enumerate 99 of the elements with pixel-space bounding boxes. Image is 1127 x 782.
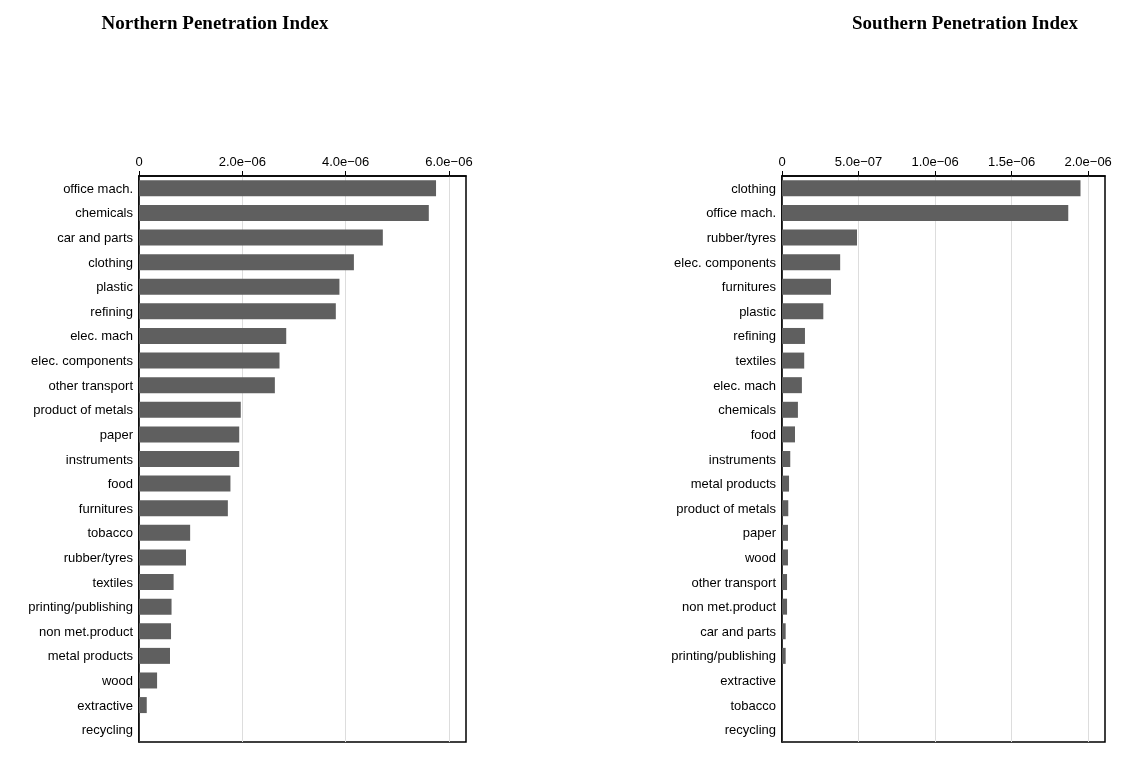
- x-tick-label: 2.0e−06: [218, 154, 266, 169]
- bar: [139, 327, 287, 344]
- bar: [139, 647, 170, 664]
- y-tick-label: office mach.: [706, 205, 776, 221]
- chart-title: Northern Penetration Index: [101, 12, 329, 33]
- bar: [782, 327, 805, 344]
- x-tick-label: 1.0e−06: [911, 154, 959, 169]
- y-tick-label: rubber/tyres: [706, 230, 777, 246]
- y-tick-label: recycling: [724, 722, 776, 738]
- x-tick-label: 4.0e−06: [321, 154, 370, 169]
- y-tick-label: wood: [743, 549, 776, 565]
- bar: [139, 598, 172, 615]
- x-tick-label: 0: [135, 154, 143, 169]
- bar: [139, 697, 147, 714]
- y-tick-label: metal products: [690, 476, 777, 492]
- y-tick-label: furnitures: [721, 279, 777, 295]
- y-tick-label: recycling: [81, 722, 133, 738]
- y-tick-label: textiles: [92, 574, 134, 590]
- y-tick-label: instruments: [65, 451, 134, 467]
- bar: [782, 475, 790, 492]
- bar: [139, 426, 240, 443]
- bar: [782, 180, 1081, 197]
- y-tick-label: refining: [90, 303, 133, 319]
- bar: [782, 574, 788, 591]
- bar: [782, 598, 788, 615]
- y-tick-label: food: [750, 426, 776, 442]
- bar: [139, 500, 228, 517]
- bar: [139, 623, 172, 640]
- y-tick-label: chemicals: [718, 402, 777, 418]
- bar: [782, 401, 798, 418]
- y-tick-label: non met.product: [682, 599, 777, 615]
- y-tick-label: other transport: [691, 574, 777, 590]
- y-tick-label: tobacco: [730, 697, 776, 713]
- bar: [782, 500, 789, 517]
- y-tick-label: plastic: [96, 279, 134, 295]
- y-tick-label: extractive: [720, 672, 776, 688]
- y-tick-label: non met.product: [39, 623, 134, 639]
- bar: [782, 377, 802, 394]
- bar: [139, 377, 275, 394]
- bar: [782, 524, 788, 541]
- bar: [782, 426, 796, 443]
- x-tick-label: 6.0e−06: [425, 154, 473, 169]
- x-tick-label: 2.0e−06: [1064, 154, 1112, 169]
- x-tick-label: 5.0e−07: [834, 154, 883, 169]
- y-tick-label: product of metals: [676, 500, 777, 516]
- y-tick-label: furnitures: [78, 500, 134, 516]
- y-tick-label: clothing: [88, 254, 133, 270]
- y-tick-label: plastic: [739, 303, 777, 319]
- bar: [139, 278, 340, 295]
- bar: [782, 451, 791, 467]
- x-tick-label: 0: [778, 154, 786, 169]
- x-tick-label: 1.5e−06: [987, 154, 1036, 169]
- y-tick-label: metal products: [47, 648, 134, 664]
- y-tick-label: office mach.: [63, 180, 133, 196]
- y-tick-label: extractive: [77, 697, 133, 713]
- bar: [782, 229, 858, 246]
- y-tick-label: paper: [99, 426, 134, 442]
- bar: [782, 303, 824, 320]
- y-tick-label: elec. mach: [713, 377, 776, 393]
- y-tick-label: chemicals: [75, 205, 134, 221]
- bar: [782, 278, 831, 295]
- bar: [139, 524, 191, 541]
- bar: [139, 401, 241, 418]
- y-tick-label: printing/publishing: [671, 648, 776, 664]
- y-tick-label: clothing: [731, 180, 776, 196]
- bar: [782, 204, 1069, 221]
- bar: [782, 352, 805, 369]
- y-tick-label: paper: [742, 525, 777, 541]
- y-tick-label: rubber/tyres: [63, 549, 134, 565]
- y-tick-label: food: [107, 476, 133, 492]
- bar: [139, 352, 280, 369]
- bar: [139, 254, 354, 271]
- bar: [782, 647, 786, 664]
- y-tick-label: other transport: [48, 377, 134, 393]
- y-tick-label: elec. mach: [70, 328, 133, 344]
- y-tick-label: elec. components: [674, 254, 777, 270]
- y-tick-label: textiles: [735, 353, 777, 369]
- y-tick-label: printing/publishing: [28, 599, 133, 615]
- bar: [139, 574, 174, 591]
- y-tick-label: tobacco: [87, 525, 133, 541]
- bar: [782, 254, 841, 271]
- bar: [139, 475, 231, 492]
- chart-title: Southern Penetration Index: [852, 12, 1079, 33]
- y-tick-label: instruments: [708, 451, 777, 467]
- bar: [139, 549, 187, 566]
- bar: [139, 204, 429, 221]
- bar: [139, 180, 437, 197]
- y-tick-label: elec. components: [31, 353, 134, 369]
- y-tick-label: car and parts: [700, 623, 777, 639]
- y-tick-label: car and parts: [57, 230, 134, 246]
- y-tick-label: refining: [733, 328, 776, 344]
- y-tick-label: wood: [100, 672, 133, 688]
- y-tick-label: product of metals: [33, 402, 134, 418]
- bar: [139, 303, 336, 320]
- bar: [139, 672, 158, 689]
- bar: [782, 623, 786, 640]
- bar: [139, 451, 240, 467]
- bar: [782, 549, 788, 566]
- bar: [139, 229, 383, 246]
